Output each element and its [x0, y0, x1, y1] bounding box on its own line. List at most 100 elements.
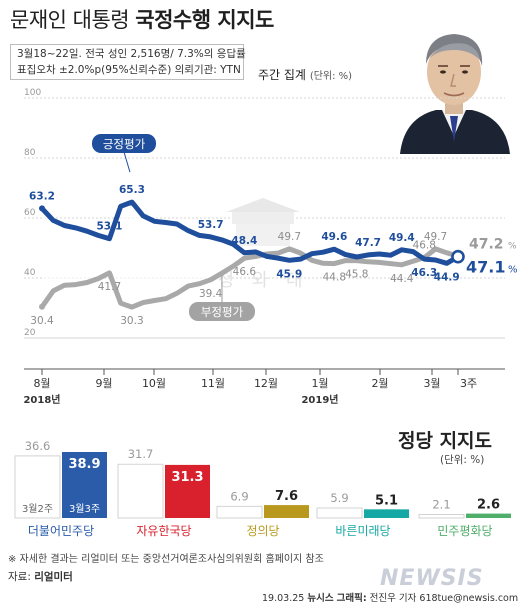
- approve-end-point: [451, 249, 465, 264]
- disapprove-series-name: 부정평가: [201, 305, 244, 319]
- bar-previous-value: 6.9: [230, 489, 248, 503]
- percent-sign: %: [508, 241, 517, 251]
- disapprove-data-label: 49.7: [278, 231, 301, 243]
- footnote: ※ 자세한 결과는 리얼미터 또는 중앙선거여론조사심의위원회 홈페이지 참조: [8, 554, 324, 565]
- approve-series-name: 긍정평가: [103, 137, 146, 151]
- approve-data-label: 53.1: [96, 221, 122, 233]
- data-labels: 63.2 53.1 65.3 53.7 48.4 45.9 49.6 47.7 49.4 46.3…: [29, 184, 517, 327]
- survey-info-line1: 3월18~22일. 전국 성인 2,516명/ 7.3%의 응답률: [17, 48, 246, 60]
- approve-data-label: 48.4: [231, 235, 257, 247]
- x-tick-label: 8월: [33, 377, 50, 390]
- bar-previous: [14, 455, 61, 519]
- party-name-label: 정의당: [246, 524, 279, 538]
- cheongwadae-watermark: 청 와 대: [217, 198, 308, 291]
- approve-data-label: 49.4: [389, 232, 415, 244]
- x-tick-label: 1월: [311, 377, 328, 390]
- page-title: 문재인 대통령 국정수행 지지도: [10, 4, 274, 34]
- credit-author: 전진우 기자 618tue@newsis.com: [369, 593, 519, 604]
- bar-previous-value: 2.1: [432, 497, 450, 511]
- x-tick-label: 9월: [95, 377, 112, 390]
- weekly-label: 주간 집계: [258, 68, 306, 82]
- bar-previous: [216, 505, 263, 519]
- disapprove-data-label: 30.3: [120, 315, 143, 327]
- bar-current: [466, 513, 511, 518]
- disapprove-data-label: 41.7: [98, 281, 121, 293]
- y-tick-label: 60: [24, 208, 36, 218]
- source-value: 리얼미터: [34, 571, 73, 583]
- disapprove-data-label: 30.4: [30, 315, 54, 327]
- party-name-label: 더불어민주당: [28, 524, 94, 538]
- disapprove-data-label: 44.8: [323, 272, 346, 284]
- series-lines: [39, 199, 461, 310]
- y-tick-label: 100: [24, 88, 41, 98]
- bar-current: [364, 509, 409, 518]
- disapprove-data-label: 45.8: [345, 269, 368, 281]
- x-tick-label: 3월: [423, 377, 440, 390]
- bar-current-value: 38.9: [68, 457, 100, 472]
- bar-previous-value: 5.9: [330, 491, 348, 505]
- disapprove-latest-value: 47.2: [469, 236, 504, 252]
- credit-graphic-label: 그래픽:: [336, 593, 367, 604]
- party-chart-unit: (단위: %): [440, 454, 485, 466]
- newsis-logo: NEWSIS: [380, 566, 484, 591]
- bar-previous-value: 36.6: [25, 439, 51, 453]
- y-tick-label: 40: [24, 268, 36, 278]
- bar-current: [264, 505, 309, 518]
- title-part-b: 국정수행 지지도: [135, 8, 274, 32]
- weekly-unit: (단위: %): [309, 71, 353, 82]
- line-chart-grid: 20 40 60 80 100: [24, 88, 505, 339]
- x-tick-label: 12월: [254, 377, 278, 390]
- percent-sign: %: [508, 265, 518, 276]
- y-tick-label: 80: [24, 148, 36, 158]
- approve-data-label: 53.7: [198, 219, 224, 231]
- x-tick-label: 2월: [371, 377, 388, 390]
- x-tick-label: 3주: [460, 377, 477, 390]
- disapprove-data-label: 44.4: [390, 273, 414, 285]
- credit-agency: 뉴시스: [307, 593, 334, 604]
- x-tick-label: 10월: [142, 377, 166, 390]
- y-tick-label: 20: [24, 328, 36, 338]
- weekly-caption: 주간 집계 (단위: %): [258, 66, 352, 83]
- disapprove-start-point: [39, 303, 45, 310]
- approve-latest-value: 47.1: [466, 258, 505, 277]
- bar-previous: [418, 514, 465, 519]
- approval-line-chart: 20 40 60 80 100 청 와 대 63.2 53.1 65.3 53.7 48.4 45…: [23, 88, 517, 406]
- approve-data-label: 45.9: [276, 268, 302, 280]
- x-year-label: 2018년: [23, 393, 60, 406]
- approve-data-label: 49.6: [321, 231, 347, 243]
- series-points: [39, 205, 465, 310]
- x-axis: 8월 9월 10월 11월 12월 1월 2월 3월 3주 2018년 2019년: [23, 368, 505, 406]
- president-portrait-image: [400, 34, 510, 154]
- disapprove-data-label: 39.4: [199, 288, 223, 300]
- x-year-label: 2019년: [301, 393, 338, 406]
- party-chart-title: 정당 지지도: [398, 430, 493, 452]
- party-name-label: 민주평화당: [437, 524, 492, 538]
- bar-current: [62, 452, 107, 518]
- approve-callout-badge: [92, 134, 156, 153]
- credit-line: 19.03.25 뉴시스 그래픽: 전진우 기자 618tue@newsis.c…: [262, 590, 518, 604]
- approve-callout-line: [123, 151, 131, 173]
- approve-data-label: 65.3: [119, 184, 145, 196]
- disapprove-line: [39, 246, 461, 310]
- approve-data-label: 46.3: [411, 267, 437, 279]
- bar-current-value: 5.1: [375, 493, 398, 508]
- title-part-a: 문재인 대통령: [10, 8, 130, 32]
- legend-previous-week: 3월2주: [22, 503, 53, 515]
- bar-previous: [316, 507, 363, 519]
- approve-start-point: [39, 205, 45, 212]
- bar-previous: [117, 463, 164, 519]
- credit-date: 19.03.25: [262, 593, 305, 604]
- bar-current-value: 7.6: [275, 489, 298, 504]
- x-tick-label: 11월: [201, 377, 225, 390]
- source-label: 자료:: [8, 571, 31, 583]
- legend-current-week: 3월3주: [69, 503, 100, 515]
- bar-previous-value: 31.7: [128, 447, 154, 461]
- bar-current-value: 31.3: [171, 470, 203, 485]
- disapprove-data-label: 46.6: [233, 266, 257, 278]
- approve-line: [39, 199, 461, 266]
- disapprove-data-label: 46.8: [413, 240, 436, 252]
- survey-info-line2: 표집오차 ±2.0%p(95%신뢰수준) 의뢰기관: YTN: [17, 64, 241, 76]
- party-name-label: 바른미래당: [335, 524, 390, 538]
- watermark-text: 청 와 대: [217, 270, 308, 291]
